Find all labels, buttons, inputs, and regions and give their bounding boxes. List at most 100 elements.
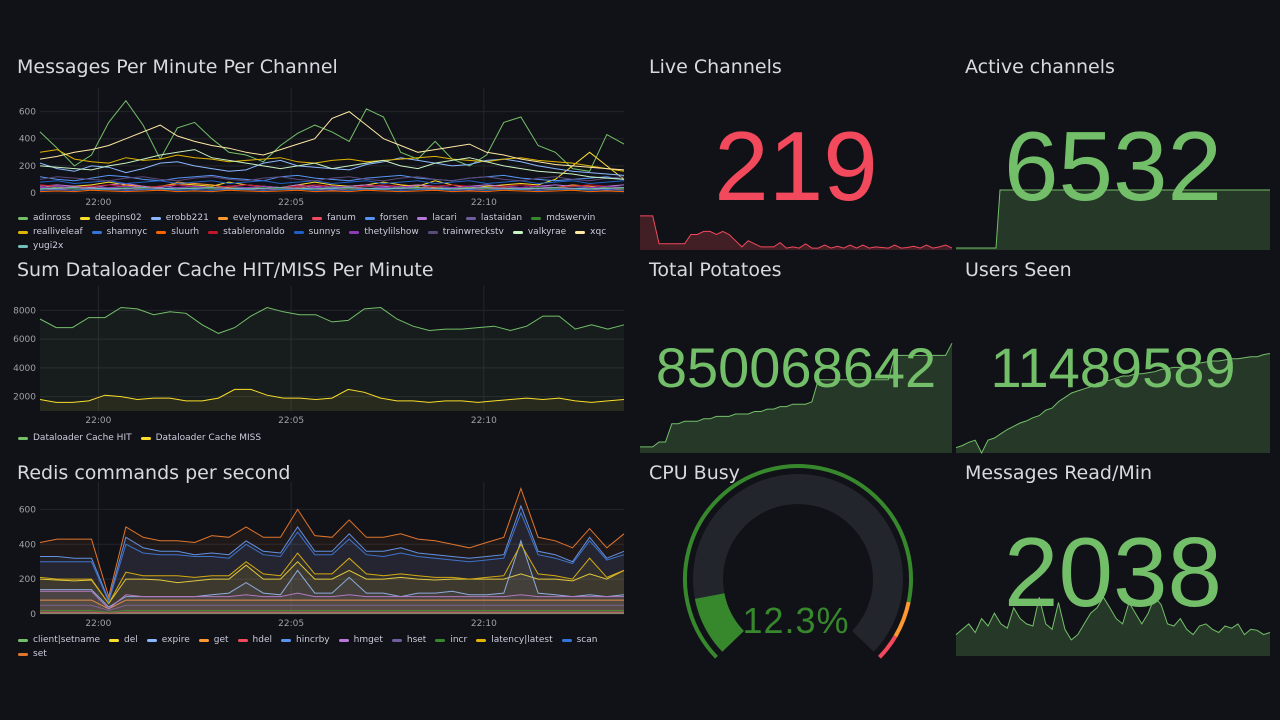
messages-chart[interactable]: 0 200 400 600 22:00 22:05 22:10 xyxy=(8,48,632,248)
legend-item[interactable]: lastaidan xyxy=(465,213,523,223)
legend-label: realliveleaf xyxy=(33,227,83,237)
legend-item[interactable]: fanum xyxy=(312,213,356,223)
legend-swatch xyxy=(237,638,248,642)
gauge-value: 12.3% xyxy=(742,600,850,641)
series-area xyxy=(40,389,624,411)
legend-label: hdel xyxy=(252,635,273,645)
legend-item[interactable]: del xyxy=(109,635,138,645)
legend-item[interactable]: realliveleaf xyxy=(18,227,83,237)
legend-swatch xyxy=(465,216,476,220)
legend-item[interactable]: Dataloader Cache MISS xyxy=(140,433,261,443)
legend-item[interactable]: thetylilshow xyxy=(349,227,419,237)
series-line-forsen xyxy=(39,174,625,182)
legend-item[interactable]: incr xyxy=(435,635,467,645)
series-line-xqc xyxy=(39,111,625,171)
legend-swatch xyxy=(18,638,28,642)
legend-item[interactable]: erobb221 xyxy=(150,213,209,223)
series-line-yugi2x xyxy=(39,187,625,190)
x-tick-label: 22:05 xyxy=(278,619,304,629)
y-tick-label: 600 xyxy=(19,108,36,118)
gauge-threshold-orange xyxy=(893,601,911,638)
sparkline-area xyxy=(956,353,1270,453)
legend-item[interactable]: trainwreckstv xyxy=(427,227,504,237)
panel-title: CPU Busy xyxy=(649,462,740,484)
series-line-adinross xyxy=(39,99,625,172)
legend-swatch xyxy=(150,216,161,220)
legend-item[interactable]: Dataloader Cache HIT xyxy=(18,433,132,443)
y-tick-label: 0 xyxy=(30,610,36,620)
sparkline-line xyxy=(640,215,953,249)
panel-messages-read-min: Messages Read/Min 2038 xyxy=(955,454,1271,656)
legend-item[interactable]: expire xyxy=(146,635,190,645)
y-tick-label: 4000 xyxy=(13,364,36,374)
legend-swatch xyxy=(281,638,292,642)
legend-swatch xyxy=(208,230,219,234)
legend-item[interactable]: get xyxy=(198,635,229,645)
legend-label: yugi2x xyxy=(33,241,64,251)
legend-item[interactable]: yugi2x xyxy=(18,241,63,251)
sparkline-line xyxy=(955,596,1271,641)
legend-label: sluurh xyxy=(171,227,200,237)
panel-title: Messages Per Minute Per Channel xyxy=(17,56,338,78)
legend-swatch xyxy=(391,638,402,642)
legend-item[interactable]: valkyrae xyxy=(512,227,566,237)
series-line-hincrby xyxy=(40,504,625,602)
legend-swatch xyxy=(18,216,28,220)
legend-label: adinross xyxy=(33,213,71,223)
legend-swatch xyxy=(18,436,28,440)
y-tick-label: 200 xyxy=(19,162,36,172)
gauge-threshold-green xyxy=(683,464,913,659)
legend-item[interactable]: lacari xyxy=(417,213,457,223)
legend-item[interactable]: adinross xyxy=(18,213,71,223)
legend-item[interactable]: sunnys xyxy=(293,227,340,237)
series-line-del xyxy=(39,560,625,605)
legend-item[interactable]: stableronaldo xyxy=(208,227,285,237)
legend-item[interactable]: hdel xyxy=(237,635,273,645)
stat-value: 11489589 xyxy=(990,336,1236,399)
legend-swatch xyxy=(561,638,572,642)
gauge-fill xyxy=(694,592,745,652)
series-area xyxy=(40,561,624,614)
panel-active-channels: Active channels 6532 xyxy=(956,48,1270,250)
x-tick-label: 22:00 xyxy=(85,198,111,208)
stat-value: 2038 xyxy=(1003,517,1222,627)
legend-swatch xyxy=(109,638,120,642)
legend-swatch xyxy=(79,216,90,220)
legend-label: lastaidan xyxy=(480,213,523,223)
sparkline-area xyxy=(640,343,952,453)
legend-label: client|setname xyxy=(33,635,101,645)
legend-item[interactable]: shamnyc xyxy=(91,227,147,237)
x-tick-label: 22:00 xyxy=(85,619,111,629)
legend-item[interactable]: hincrby xyxy=(281,635,330,645)
panel-cache-hit-miss: Sum Dataloader Cache HIT/MISS Per Minute… xyxy=(8,251,632,451)
series-line-hdel xyxy=(40,611,624,614)
legend-item[interactable]: mdswervin xyxy=(531,213,595,223)
redis-chart[interactable]: 0 200 400 600 22:00 22:05 22:10 xyxy=(8,454,632,654)
series-area xyxy=(40,605,624,614)
legend-item[interactable]: evelynomadera xyxy=(217,213,303,223)
sparkline xyxy=(640,342,953,453)
legend-item[interactable]: deepins02 xyxy=(79,213,142,223)
legend-item[interactable]: hmget xyxy=(338,635,383,645)
series-line-sunnys xyxy=(39,180,625,185)
series-area xyxy=(40,610,624,614)
legend-item[interactable]: set xyxy=(18,649,47,659)
legend-item[interactable]: latency|latest xyxy=(476,635,553,645)
cache-chart[interactable]: 2000 4000 6000 8000 22:00 22:05 22:10 xyxy=(8,251,632,451)
series-line-trainwreckstv xyxy=(39,176,625,182)
legend-label: latency|latest xyxy=(491,635,553,645)
legend-item[interactable]: hset xyxy=(391,635,426,645)
series-line-Dataloader-Cache-HIT xyxy=(39,306,625,334)
legend-label: get xyxy=(213,635,229,645)
legend-item[interactable]: client|setname xyxy=(18,635,100,645)
legend-item[interactable]: forsen xyxy=(364,213,408,223)
x-tick-label: 22:05 xyxy=(278,416,304,426)
legend-label: mdswervin xyxy=(546,213,596,223)
legend-item[interactable]: sluurh xyxy=(156,227,199,237)
legend-swatch xyxy=(338,638,349,642)
legend-label: stableronaldo xyxy=(223,227,285,237)
series-line-hset xyxy=(40,604,624,612)
legend-item[interactable]: scan xyxy=(561,635,597,645)
series-area xyxy=(40,544,624,614)
legend-item[interactable]: xqc xyxy=(575,227,606,237)
